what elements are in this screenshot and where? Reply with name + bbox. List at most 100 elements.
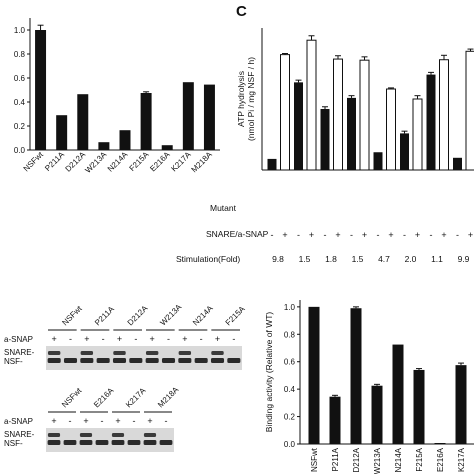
gel-2-sign: - [133, 416, 136, 426]
chart-c-sign-minus: - [324, 230, 327, 240]
chart-c-stimulation-value: 1.5 [299, 254, 311, 264]
gel-1-lane-header: F215A [224, 304, 248, 328]
chart-e-x-tick-label: P211A [331, 447, 340, 471]
chart-b-x-tick-label: K217A [169, 150, 193, 174]
chart-b-bar [77, 94, 89, 150]
chart-c-stimulation-value: 1.5 [352, 254, 364, 264]
gel-2-lane-header: E216A [92, 386, 116, 410]
gel-1-lane-header: W213A [158, 302, 183, 327]
gel-1-sign: - [232, 334, 235, 344]
gel-2-snare-band [47, 433, 61, 437]
gel-1-sign: + [182, 334, 187, 344]
gel-2-lane-header: K217A [124, 386, 148, 410]
gel-1-lane-header: D212A [126, 303, 150, 327]
chart-b-x-tick-label: W213A [83, 150, 108, 175]
gel-2-nsf-band [79, 440, 93, 445]
chart-b-bar [140, 93, 152, 150]
gel-2-sign: + [115, 416, 120, 426]
chart-c-sign-plus: + [415, 230, 420, 240]
chart-e-x-tick-label: K217A [457, 447, 466, 472]
gel-2-sign: - [101, 416, 104, 426]
gel-1-nsf-band [96, 358, 110, 363]
gel-1-sign: - [200, 334, 203, 344]
gel-1-snare-band [113, 351, 126, 355]
chart-e-bar [434, 443, 446, 444]
chart-e-x-tick-label: N214A [394, 447, 403, 472]
gel-2-nsf-band [111, 440, 125, 445]
chart-b-y-tick-label: 0.8 [14, 50, 26, 59]
chart-b-bar [182, 82, 194, 150]
gel-1-nsf-band [129, 358, 143, 363]
gel-images: NSFwt P211A D212A W213A N214A F215A a-SNAP SNAR… [4, 302, 247, 452]
gel-1-snare-band [211, 351, 224, 355]
chart-c-sign-plus: + [282, 230, 287, 240]
chart-b-x-tick-label: F215A [127, 150, 151, 174]
gel-2-row-snare: SNARE- [4, 430, 35, 439]
gel-1-nsf-band [47, 358, 61, 363]
gel-2-sign: + [51, 416, 56, 426]
gel-1-sign: - [167, 334, 170, 344]
gel-1-snare-band [80, 351, 94, 355]
chart-c-stimulation-value: 1.8 [325, 254, 337, 264]
gel-2-sign: + [83, 416, 88, 426]
chart-e-y-tick-label: 1.0 [284, 303, 296, 312]
chart-c-bar-minus [320, 108, 330, 170]
gel-1-sign: - [69, 334, 72, 344]
chart-c-row-mutant: Mutant [210, 203, 237, 213]
chart-e-bar [350, 308, 362, 444]
chart-c-sign-minus: - [271, 230, 274, 240]
chart-b-x-tick-label: NSFwt [22, 150, 46, 174]
chart-c-stimulation-value: 1.1 [431, 254, 443, 264]
gel-1-snare-band [178, 351, 192, 355]
chart-b-y-tick-label: 0.4 [14, 98, 26, 107]
chart-e-x-tick-label: F215A [415, 447, 424, 471]
chart-c-stimulation-value: 2.0 [405, 254, 417, 264]
chart-e-x-tick-label: W213A [373, 447, 382, 474]
gel-1-lane-header: N214A [191, 303, 215, 327]
chart-b-bar [119, 130, 131, 150]
gel-1-sign: + [150, 334, 155, 344]
gel-1-lane-header: P211A [93, 304, 116, 327]
chart-b-bar [56, 115, 68, 150]
gel-1-sign: + [84, 334, 89, 344]
gel-1-sign: - [134, 334, 137, 344]
chart-c-bar-minus [267, 158, 277, 170]
gel-1-sign: + [215, 334, 220, 344]
chart-b-x-tick-label: E216A [148, 150, 172, 174]
chart-e-x-tick-label: E216A [436, 447, 445, 472]
chart-c-sign-minus: - [403, 230, 406, 240]
chart-c-bar-plus [359, 59, 370, 171]
gel-2-nsf-band [159, 440, 173, 445]
gel-1-snare-band [47, 351, 61, 355]
chart-e-bar [392, 344, 404, 444]
chart-b-bar [98, 142, 110, 150]
gel-2-row-snap: a-SNAP [4, 417, 33, 426]
gel-1-row-snare: SNARE- [4, 348, 35, 357]
chart-c-sign-minus: - [430, 230, 433, 240]
gel-2-nsf-band [127, 440, 141, 445]
chart-c-bar-minus [453, 157, 462, 170]
chart-c-bar-plus [280, 54, 290, 171]
gel-1-sign: + [117, 334, 122, 344]
gel-1-snare-band [145, 351, 159, 355]
chart-c-bar-minus [347, 97, 356, 170]
chart-e-y-tick-label: 0.2 [284, 413, 296, 422]
chart-e-bar [329, 396, 341, 444]
gel-1-nsf-band [227, 358, 241, 363]
chart-c-row-stimulation: Stimulation(Fold) [176, 254, 240, 264]
chart-c-bar-minus [294, 82, 303, 170]
chart-c-sign-minus: - [297, 230, 300, 240]
gel-1-sign: + [52, 334, 57, 344]
chart-e-y-tick-label: 0.8 [284, 330, 296, 339]
chart-e-bar [308, 306, 320, 444]
chart-b-x-tick-label: N214A [106, 150, 130, 174]
chart-c-bar-plus [306, 39, 317, 171]
chart-b-bar [35, 30, 47, 150]
gel-2-nsf-band [95, 440, 109, 445]
chart-c-bar-plus [465, 50, 474, 171]
chart-b-bar [203, 84, 215, 150]
gel-2-sign: - [165, 416, 168, 426]
chart-b-y-tick-label: 0.6 [14, 74, 26, 83]
chart-b-x-tick-label: M218A [190, 150, 215, 175]
